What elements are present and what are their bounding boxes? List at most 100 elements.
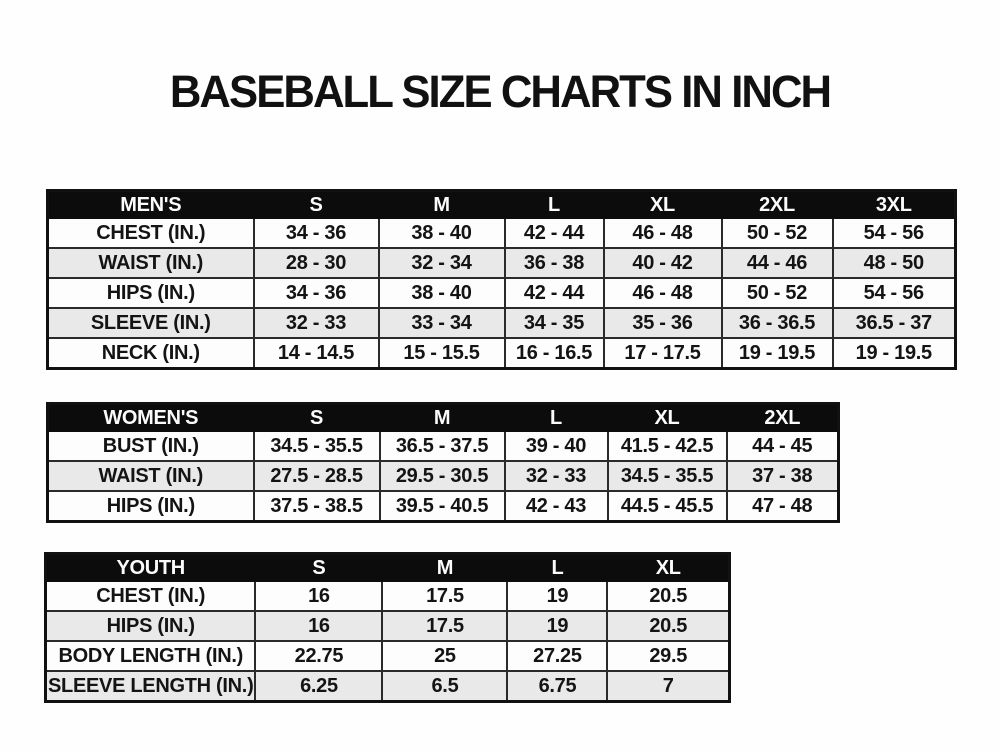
youth-measurement-value: 27.25	[506, 640, 609, 672]
youth-table-row: BODY LENGTH (IN.) 22.75 25 27.25 29.5	[44, 640, 731, 672]
mens-measurement-value: 34 - 35	[503, 307, 605, 339]
youth-measurement-label: SLEEVE LENGTH (IN.)	[44, 670, 257, 703]
youth-measurement-value: 20.5	[606, 610, 731, 642]
womens-table-row: BUST (IN.) 34.5 - 35.5 36.5 - 37.5 39 - 40 4…	[46, 430, 840, 462]
youth-size-column-header: L	[506, 552, 609, 582]
youth-measurement-value: 16	[254, 610, 384, 642]
youth-measurement-value: 29.5	[606, 640, 731, 672]
mens-table-row: NECK (IN.) 14 - 14.5 15 - 15.5 16 - 16.5 17 …	[46, 337, 957, 370]
womens-measurement-value: 47 - 48	[725, 490, 840, 523]
youth-table-row: SLEEVE LENGTH (IN.) 6.25 6.5 6.75 7	[44, 670, 731, 703]
womens-size-column-header: L	[503, 402, 609, 432]
womens-table-row: HIPS (IN.) 37.5 - 38.5 39.5 - 40.5 42 - 43 4…	[46, 490, 840, 523]
womens-measurement-value: 34.5 - 35.5	[252, 430, 381, 462]
womens-measurement-label: HIPS (IN.)	[46, 490, 255, 523]
mens-measurement-label: NECK (IN.)	[46, 337, 255, 370]
youth-measurement-value: 19	[506, 580, 609, 612]
womens-measurement-value: 37 - 38	[725, 460, 840, 492]
youth-size-column-header: S	[254, 552, 384, 582]
womens-measurement-value: 37.5 - 38.5	[252, 490, 381, 523]
womens-measurement-value: 41.5 - 42.5	[606, 430, 728, 462]
youth-size-column-header: XL	[606, 552, 731, 582]
youth-table-row: CHEST (IN.) 16 17.5 19 20.5	[44, 580, 731, 612]
womens-measurement-value: 44.5 - 45.5	[606, 490, 728, 523]
womens-measurement-value: 36.5 - 37.5	[378, 430, 506, 462]
mens-measurement-value: 48 - 50	[831, 247, 957, 279]
mens-measurement-value: 15 - 15.5	[377, 337, 506, 370]
mens-measurement-value: 36.5 - 37	[831, 307, 957, 339]
mens-measurement-value: 46 - 48	[602, 277, 723, 309]
mens-measurement-value: 17 - 17.5	[602, 337, 723, 370]
mens-measurement-value: 54 - 56	[831, 277, 957, 309]
womens-measurement-value: 39.5 - 40.5	[378, 490, 506, 523]
youth-measurement-value: 20.5	[606, 580, 731, 612]
mens-measurement-value: 32 - 33	[252, 307, 380, 339]
womens-measurement-label: BUST (IN.)	[46, 430, 255, 462]
youth-measurement-value: 7	[606, 670, 731, 703]
youth-measurement-value: 6.5	[381, 670, 509, 703]
womens-size-column-header: S	[252, 402, 381, 432]
youth-measurement-label: CHEST (IN.)	[44, 580, 257, 612]
mens-measurement-value: 40 - 42	[602, 247, 723, 279]
womens-measurement-value: 27.5 - 28.5	[252, 460, 381, 492]
mens-measurement-value: 54 - 56	[831, 217, 957, 249]
mens-table-row: CHEST (IN.) 34 - 36 38 - 40 42 - 44 46 - 48 5…	[46, 217, 957, 249]
youth-measurement-value: 6.25	[254, 670, 384, 703]
mens-measurement-value: 32 - 34	[377, 247, 506, 279]
mens-measurement-value: 46 - 48	[602, 217, 723, 249]
mens-size-column-header: S	[252, 189, 380, 219]
youth-measurement-label: HIPS (IN.)	[44, 610, 257, 642]
womens-measurement-value: 32 - 33	[503, 460, 609, 492]
mens-table-row: SLEEVE (IN.) 32 - 33 33 - 34 34 - 35 35 - 36…	[46, 307, 957, 339]
womens-size-column-header: 2XL	[725, 402, 840, 432]
mens-size-column-header: L	[503, 189, 605, 219]
youth-table-row: HIPS (IN.) 16 17.5 19 20.5	[44, 610, 731, 642]
youth-measurement-value: 25	[381, 640, 509, 672]
mens-table-row: HIPS (IN.) 34 - 36 38 - 40 42 - 44 46 - 48 50…	[46, 277, 957, 309]
mens-size-column-header: M	[377, 189, 506, 219]
youth-measurement-value: 17.5	[381, 610, 509, 642]
mens-measurement-value: 16 - 16.5	[503, 337, 605, 370]
mens-measurement-value: 14 - 14.5	[252, 337, 380, 370]
youth-group-header: YOUTH	[44, 552, 257, 582]
mens-measurement-value: 50 - 52	[720, 277, 834, 309]
mens-group-header: MEN'S	[46, 189, 255, 219]
mens-measurement-value: 28 - 30	[252, 247, 380, 279]
youth-measurement-value: 17.5	[381, 580, 509, 612]
youth-size-table: YOUTH S M L XL CHEST (IN.) 16 17.5 19 20.5 HIPS (I…	[44, 552, 731, 703]
womens-size-table: WOMEN'S S M L XL 2XL BUST (IN.) 34.5 - 35.5 36.5…	[46, 402, 840, 523]
womens-measurement-value: 42 - 43	[503, 490, 609, 523]
mens-size-column-header: 3XL	[831, 189, 957, 219]
mens-size-table: MEN'S S M L XL 2XL 3XL CHEST (IN.) 34 - 36 38 - 4…	[46, 189, 957, 370]
mens-measurement-label: CHEST (IN.)	[46, 217, 255, 249]
mens-measurement-value: 19 - 19.5	[831, 337, 957, 370]
womens-measurement-label: WAIST (IN.)	[46, 460, 255, 492]
mens-table-row: WAIST (IN.) 28 - 30 32 - 34 36 - 38 40 - 42 4…	[46, 247, 957, 279]
youth-size-column-header: M	[381, 552, 509, 582]
womens-measurement-value: 39 - 40	[503, 430, 609, 462]
youth-header-row: YOUTH S M L XL	[44, 552, 731, 582]
youth-measurement-value: 16	[254, 580, 384, 612]
mens-measurement-value: 42 - 44	[503, 217, 605, 249]
mens-measurement-value: 36 - 36.5	[720, 307, 834, 339]
youth-measurement-value: 19	[506, 610, 609, 642]
womens-measurement-value: 44 - 45	[725, 430, 840, 462]
mens-measurement-value: 34 - 36	[252, 277, 380, 309]
womens-size-column-header: XL	[606, 402, 728, 432]
mens-measurement-value: 36 - 38	[503, 247, 605, 279]
page-title: BASEBALL SIZE CHARTS IN INCH	[169, 66, 832, 117]
mens-measurement-label: HIPS (IN.)	[46, 277, 255, 309]
womens-measurement-value: 29.5 - 30.5	[378, 460, 506, 492]
womens-measurement-value: 34.5 - 35.5	[606, 460, 728, 492]
womens-size-column-header: M	[378, 402, 506, 432]
mens-header-row: MEN'S S M L XL 2XL 3XL	[46, 189, 957, 219]
mens-measurement-value: 38 - 40	[377, 217, 506, 249]
mens-size-column-header: 2XL	[720, 189, 834, 219]
womens-group-header: WOMEN'S	[46, 402, 255, 432]
womens-table-row: WAIST (IN.) 27.5 - 28.5 29.5 - 30.5 32 - 33…	[46, 460, 840, 492]
mens-measurement-value: 33 - 34	[377, 307, 506, 339]
womens-header-row: WOMEN'S S M L XL 2XL	[46, 402, 840, 432]
mens-measurement-value: 35 - 36	[602, 307, 723, 339]
mens-size-column-header: XL	[602, 189, 723, 219]
mens-measurement-value: 50 - 52	[720, 217, 834, 249]
